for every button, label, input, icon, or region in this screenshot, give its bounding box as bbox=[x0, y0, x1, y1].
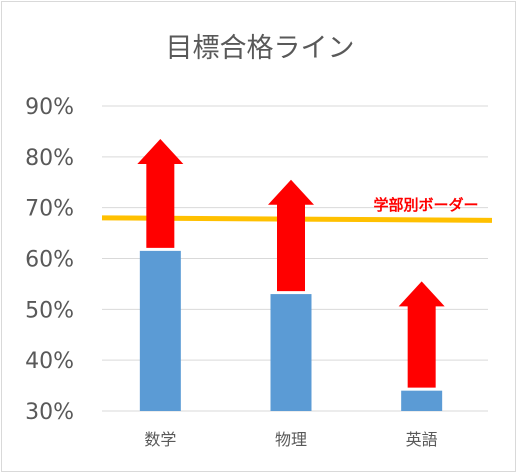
x-category-label: 物理 bbox=[275, 430, 307, 449]
bar bbox=[270, 294, 312, 411]
x-category-label: 数学 bbox=[144, 430, 176, 449]
y-axis-ticks: 30% 40% 50% 60% 70% 80% 90% bbox=[25, 95, 74, 425]
target-arrow bbox=[137, 139, 184, 248]
y-tick-label: 50% bbox=[25, 298, 74, 323]
y-tick-label: 40% bbox=[25, 349, 74, 374]
y-tick-label: 80% bbox=[25, 146, 74, 171]
bar bbox=[401, 390, 443, 411]
y-tick-label: 60% bbox=[25, 248, 74, 273]
x-axis-categories: 数学 物理 英語 bbox=[144, 430, 437, 449]
y-tick-label: 30% bbox=[25, 400, 74, 425]
target-arrow bbox=[268, 179, 314, 292]
y-tick-label: 70% bbox=[25, 197, 74, 222]
bars bbox=[139, 250, 443, 411]
target-arrows bbox=[137, 139, 445, 388]
bar bbox=[139, 250, 181, 411]
x-category-label: 英語 bbox=[406, 430, 438, 449]
reference-line-label: 学部別ボーダー bbox=[373, 196, 478, 214]
chart-title: 目標合格ライン bbox=[166, 33, 355, 64]
target-arrow bbox=[398, 281, 445, 388]
y-tick-label: 90% bbox=[25, 95, 74, 120]
